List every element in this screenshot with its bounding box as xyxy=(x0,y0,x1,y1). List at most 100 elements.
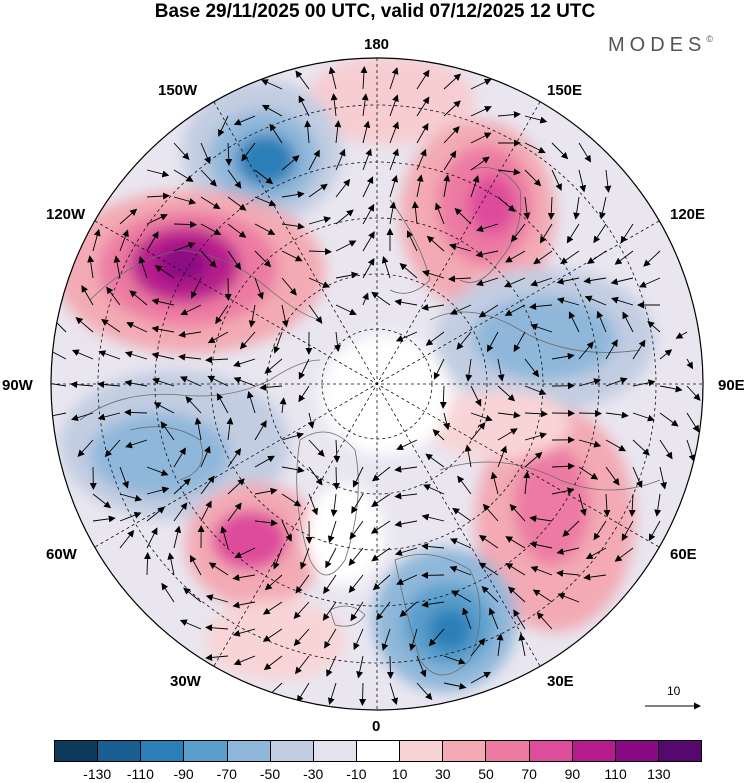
wind-vector xyxy=(216,392,229,414)
wind-vector xyxy=(614,250,634,265)
wind-vector xyxy=(281,466,305,474)
wind-vector xyxy=(443,150,457,171)
wind-vector xyxy=(416,655,427,678)
anomaly-arctic-russia-pos xyxy=(430,390,570,460)
wind-vector xyxy=(51,348,67,360)
wind-vector xyxy=(470,412,493,422)
wind-vector xyxy=(452,507,472,522)
wind-vector xyxy=(178,353,202,361)
wind-vector xyxy=(389,174,399,198)
colorbar-cell xyxy=(227,741,271,761)
wind-vector xyxy=(97,412,121,421)
wind-vector xyxy=(254,169,274,185)
wind-vector xyxy=(260,79,283,90)
coast-greenland xyxy=(296,431,359,576)
colorbar-tick-label: -10 xyxy=(346,766,367,782)
wind-vector xyxy=(281,520,292,542)
wind-vector xyxy=(578,493,587,517)
wind-vector xyxy=(416,682,433,701)
wind-vector xyxy=(478,535,499,549)
wind-vector xyxy=(348,574,364,593)
wind-vector xyxy=(578,409,602,417)
wind-vector xyxy=(308,248,332,256)
wind-vector xyxy=(308,304,323,324)
wind-vector xyxy=(449,538,472,549)
colorbar-cell xyxy=(486,741,530,761)
wind-vector xyxy=(226,417,234,441)
wind-vector xyxy=(620,223,634,244)
wind-vector xyxy=(356,655,364,679)
coast-chukotka xyxy=(389,199,431,294)
wind-vectors xyxy=(51,66,701,706)
wind-vector xyxy=(371,547,391,562)
wind-vector xyxy=(152,377,175,387)
wind-vector xyxy=(359,682,367,706)
wind-vector xyxy=(281,304,289,328)
wind-vector xyxy=(386,655,394,679)
wind-vector xyxy=(411,201,419,225)
wind-vector xyxy=(233,115,256,126)
wind-vector xyxy=(273,331,283,354)
wind-vector xyxy=(659,412,679,427)
wind-vector xyxy=(470,422,486,441)
wind-vector xyxy=(533,250,553,265)
wind-vector xyxy=(614,547,634,562)
wind-vector xyxy=(659,439,673,460)
wind-vector xyxy=(428,628,445,647)
wind-vector xyxy=(262,601,283,615)
wind-vector xyxy=(335,209,354,225)
coast-canada xyxy=(79,359,321,421)
wind-vector xyxy=(232,574,256,582)
wind-vector xyxy=(470,156,490,171)
wind-vector xyxy=(566,223,580,244)
colorbar-cell xyxy=(55,741,99,761)
wind-vector xyxy=(75,317,94,333)
wind-vector xyxy=(308,277,331,288)
wind-vector xyxy=(583,573,607,581)
wind-vector xyxy=(497,111,521,119)
wind-vector xyxy=(151,325,175,333)
wind-vector xyxy=(395,331,418,342)
coast-russia xyxy=(439,461,661,491)
wind-vector xyxy=(611,296,634,306)
wind-vector xyxy=(551,142,569,160)
wind-vector xyxy=(205,624,229,632)
wind-vector xyxy=(327,520,337,543)
wind-vector xyxy=(389,201,397,225)
wind-vector xyxy=(443,174,451,198)
longitude-label-180: 180 xyxy=(364,36,390,53)
wind-vector xyxy=(416,96,430,117)
wind-vector xyxy=(81,285,94,306)
coast-kamchatka xyxy=(459,167,522,283)
wind-vector xyxy=(470,671,492,684)
colorbar-tick-label: -130 xyxy=(83,766,112,782)
colorbar-tick-label: 10 xyxy=(391,766,408,782)
wind-vector xyxy=(259,383,283,391)
wind-vector xyxy=(129,290,148,306)
wind-vector xyxy=(146,169,170,178)
wind-vector xyxy=(394,520,418,528)
wind-vector xyxy=(335,148,346,171)
wind-vector xyxy=(173,142,190,161)
anomaly-atlantic-pos-core xyxy=(212,510,288,570)
wind-vector xyxy=(524,142,546,154)
wind-vector xyxy=(183,587,202,603)
wind-vector xyxy=(308,493,319,516)
wind-vector xyxy=(335,178,351,198)
wind-vector xyxy=(323,574,337,595)
wind-vector xyxy=(281,155,300,171)
wind-vector xyxy=(399,263,418,279)
wind-vector xyxy=(457,475,472,495)
wind-vector xyxy=(389,148,399,171)
wind-vector xyxy=(529,303,553,311)
wind-vector xyxy=(470,385,482,407)
wind-vector xyxy=(632,439,650,456)
wind-vector xyxy=(475,250,499,258)
wind-vector xyxy=(416,69,430,90)
wind-vector xyxy=(647,320,661,333)
wind-vector xyxy=(281,432,305,441)
wind-vector xyxy=(326,655,337,677)
wind-vector xyxy=(470,175,480,198)
wind-vector xyxy=(190,277,202,299)
wind-vector xyxy=(151,352,175,360)
